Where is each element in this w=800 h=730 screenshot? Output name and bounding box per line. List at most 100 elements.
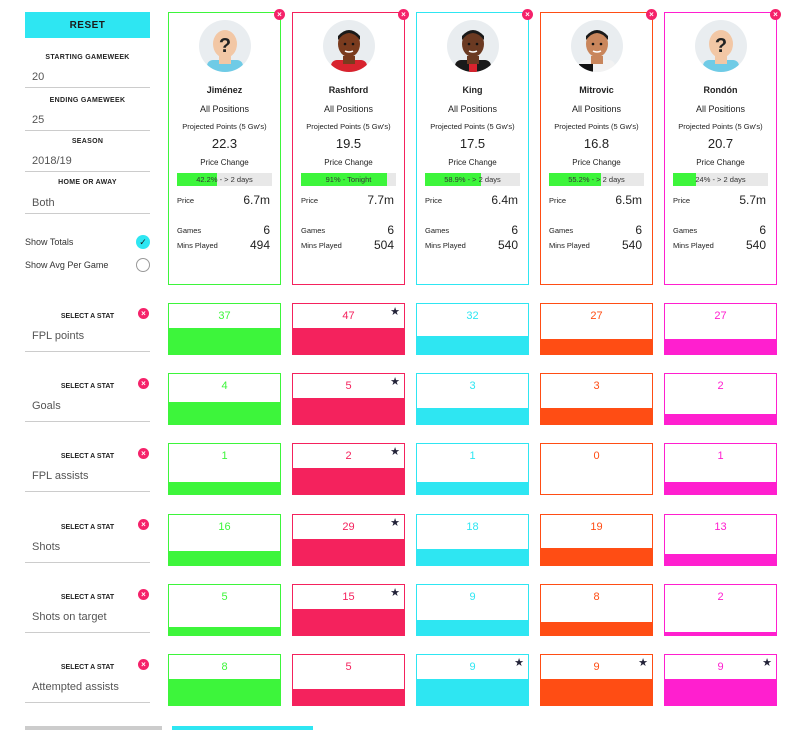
remove-player-x-icon[interactable]: ×	[646, 9, 657, 20]
stat-value-cell: 1	[168, 443, 281, 495]
price-change-bar: 24% - > 2 days	[673, 173, 768, 186]
stat-value: 18	[466, 521, 479, 533]
stat-select[interactable]: Attempted assists	[32, 681, 119, 693]
price-change-label: Price Change	[324, 158, 373, 167]
stat-value: 2	[717, 380, 724, 392]
stat-select[interactable]: Shots on target	[32, 611, 107, 623]
price-change-fill	[177, 173, 218, 186]
price-label: Price	[301, 196, 319, 205]
mins-played-label: Mins Played	[549, 241, 590, 250]
player-name: Rashford	[328, 85, 369, 95]
star-icon: ★	[390, 446, 400, 458]
stat-value-cell: 1	[664, 443, 777, 495]
games-label: Games	[673, 226, 698, 235]
player-avatar	[447, 20, 499, 72]
player-avatar	[571, 20, 623, 72]
stat-value: 8	[593, 591, 600, 603]
season-field[interactable]: SEASON 2018/19	[25, 138, 150, 172]
remove-stat-x-icon[interactable]: ×	[138, 448, 149, 459]
price-change-fill	[673, 173, 696, 186]
stat-value: 9	[717, 661, 724, 673]
stat-bar	[169, 551, 280, 565]
stat-value-cell: 9	[416, 584, 529, 636]
remove-player-x-icon[interactable]: ×	[770, 9, 781, 20]
projected-points-label: Projected Points (5 Gw's)	[554, 122, 639, 131]
show-totals-toggle[interactable]: Show Totals ✓	[25, 234, 150, 250]
field-label: HOME OR AWAY	[58, 179, 117, 186]
projected-points-label: Projected Points (5 Gw's)	[678, 122, 763, 131]
stat-value: 2	[345, 450, 352, 462]
price-change-label: Price Change	[200, 158, 249, 167]
unchecked-circle-icon[interactable]	[136, 258, 150, 272]
mins-played-value: 504	[373, 238, 394, 252]
remove-stat-x-icon[interactable]: ×	[138, 589, 149, 600]
games-label: Games	[549, 226, 574, 235]
stat-bar	[665, 481, 776, 494]
stat-select[interactable]: FPL points	[32, 330, 85, 342]
stat-selector[interactable]: SELECT A STAT × Attempted assists	[25, 656, 150, 710]
remove-stat-x-icon[interactable]: ×	[138, 519, 149, 530]
price-value: 7.7m	[367, 193, 394, 207]
starting-gameweek-field[interactable]: STARTING GAMEWEEK 20	[25, 54, 150, 88]
stat-select[interactable]: Shots	[32, 541, 61, 553]
ending-gameweek-input[interactable]: 25	[25, 114, 150, 131]
stat-select[interactable]: FPL assists	[32, 470, 89, 482]
show-avg-toggle[interactable]: Show Avg Per Game	[25, 257, 150, 273]
player-card: × Rashford All Positions Projected Points (…	[292, 9, 409, 285]
stat-bar	[541, 408, 652, 424]
stat-value-cell: 27	[540, 303, 653, 355]
remove-player-x-icon[interactable]: ×	[522, 9, 533, 20]
stat-value-cell: 15 ★	[292, 584, 405, 636]
home-away-field[interactable]: HOME OR AWAY Both	[25, 179, 150, 214]
remove-player-x-icon[interactable]: ×	[274, 9, 285, 20]
stat-selector[interactable]: SELECT A STAT × FPL points	[25, 305, 150, 359]
projected-points-value: 19.5	[335, 136, 362, 151]
divider	[25, 562, 150, 563]
projected-points-label: Projected Points (5 Gw's)	[306, 122, 391, 131]
check-icon[interactable]: ✓	[136, 235, 150, 249]
remove-stat-x-icon[interactable]: ×	[138, 378, 149, 389]
stat-value-cell: 9 ★	[664, 654, 777, 706]
stat-selector[interactable]: SELECT A STAT × Shots	[25, 516, 150, 570]
home-away-select[interactable]: Both	[25, 197, 150, 214]
player-name: Rondón	[703, 85, 738, 95]
stat-bar	[541, 679, 652, 705]
stat-value-cell: 8	[168, 654, 281, 706]
stat-bar	[541, 548, 652, 565]
stat-selector[interactable]: SELECT A STAT × Goals	[25, 375, 150, 429]
scroll-track[interactable]	[25, 726, 162, 730]
projected-points-label: Projected Points (5 Gw's)	[430, 122, 515, 131]
stat-value-cell: 1	[416, 443, 529, 495]
stat-value: 1	[717, 450, 724, 462]
divider	[25, 421, 150, 422]
price-change-fill	[425, 173, 481, 186]
stat-bar	[417, 679, 528, 705]
remove-player-x-icon[interactable]: ×	[398, 9, 409, 20]
stat-value-cell: 5	[292, 654, 405, 706]
mins-played-value: 540	[621, 238, 642, 252]
ending-gameweek-field[interactable]: ENDING GAMEWEEK 25	[25, 97, 150, 131]
starting-gameweek-input[interactable]: 20	[25, 71, 150, 88]
stat-bar	[169, 679, 280, 705]
price-change-bar: 55.2% - > 2 days	[549, 173, 644, 186]
stat-bar	[665, 339, 776, 354]
stat-select[interactable]: Goals	[32, 400, 61, 412]
price-change-label: Price Change	[572, 158, 621, 167]
scroll-thumb[interactable]	[172, 726, 313, 730]
show-totals-label: Show Totals	[25, 237, 74, 247]
reset-button[interactable]: RESET	[25, 12, 150, 38]
stat-bar	[417, 620, 528, 635]
stat-value-cell: 13	[664, 514, 777, 566]
stat-selector[interactable]: SELECT A STAT × Shots on target	[25, 586, 150, 640]
remove-stat-x-icon[interactable]: ×	[138, 659, 149, 670]
stat-value: 4	[221, 380, 228, 392]
select-stat-label: SELECT A STAT	[60, 524, 115, 531]
select-stat-label: SELECT A STAT	[60, 383, 115, 390]
stat-selector[interactable]: SELECT A STAT × FPL assists	[25, 445, 150, 499]
season-select[interactable]: 2018/19	[25, 155, 150, 172]
remove-stat-x-icon[interactable]: ×	[138, 308, 149, 319]
stat-value: 9	[469, 661, 476, 673]
mins-played-label: Mins Played	[177, 241, 218, 250]
stat-value: 16	[218, 521, 231, 533]
games-label: Games	[425, 226, 450, 235]
